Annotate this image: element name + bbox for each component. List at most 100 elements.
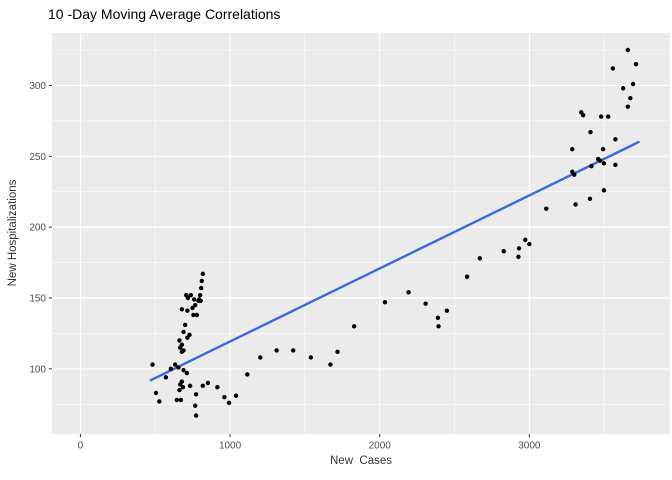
data-point (589, 163, 594, 169)
data-point (601, 188, 607, 193)
data-point (613, 162, 618, 167)
chart-title: 10 -Day Moving Average Correlations (48, 6, 281, 22)
data-point (222, 394, 227, 400)
data-point (620, 86, 626, 91)
data-point (258, 355, 263, 360)
data-point (601, 161, 607, 166)
y-tick-label: 100 (29, 364, 46, 375)
data-point (193, 403, 198, 408)
data-point (179, 307, 185, 312)
trend-line (149, 140, 640, 382)
data-point (516, 246, 522, 251)
data-point (190, 305, 195, 311)
data-point (200, 271, 206, 277)
x-tick-label: 0 (78, 441, 84, 452)
data-point (177, 338, 182, 343)
data-point (200, 383, 206, 389)
data-point (435, 315, 441, 321)
data-point (187, 383, 193, 389)
data-point (625, 104, 631, 109)
data-point (572, 172, 577, 177)
data-point (178, 382, 183, 387)
data-point (600, 146, 606, 152)
data-point (205, 380, 211, 386)
data-point (630, 81, 636, 87)
data-point (610, 66, 616, 71)
data-point (215, 385, 220, 390)
x-tick-label: 2000 (369, 441, 392, 452)
data-point (544, 206, 549, 211)
data-point (168, 366, 174, 372)
data-point (613, 137, 618, 142)
data-point (196, 298, 201, 304)
data-point (423, 301, 428, 306)
x-tick-label: 3000 (518, 441, 541, 452)
data-point (245, 372, 250, 377)
data-point (198, 285, 204, 291)
y-tick-label: 300 (29, 81, 46, 92)
data-point (581, 112, 586, 118)
data-point (606, 114, 611, 119)
data-point (587, 196, 593, 201)
data-point (351, 324, 357, 329)
data-point (191, 297, 197, 302)
data-point (588, 129, 593, 135)
data-point (233, 393, 239, 398)
data-point (182, 322, 188, 328)
data-point (406, 290, 411, 295)
data-point (163, 375, 169, 380)
data-point (181, 329, 186, 335)
data-point (172, 362, 178, 367)
x-tick-label: 1000 (219, 441, 242, 452)
data-point (598, 114, 604, 119)
data-point (444, 308, 450, 313)
data-point (308, 355, 314, 360)
data-point (184, 292, 189, 298)
data-point (150, 362, 155, 367)
data-point (523, 237, 528, 243)
data-point (501, 249, 506, 254)
data-point (197, 292, 203, 298)
data-point (191, 312, 196, 318)
data-point (174, 397, 179, 403)
data-point (226, 400, 232, 406)
y-tick-label: 200 (29, 223, 46, 234)
data-point (516, 254, 521, 260)
data-point (184, 370, 190, 376)
y-tick-label: 150 (29, 293, 46, 304)
data-point (177, 387, 182, 393)
data-point (179, 349, 185, 355)
data-point (335, 349, 340, 355)
data-point (570, 146, 575, 152)
data-point (193, 413, 199, 418)
data-point (153, 390, 159, 396)
data-point (633, 61, 639, 67)
plot-panel (52, 33, 670, 434)
data-point (193, 392, 199, 397)
data-point (573, 202, 578, 207)
data-point (382, 300, 388, 305)
data-point (477, 256, 483, 261)
data-point (625, 47, 631, 53)
data-point (274, 348, 279, 353)
data-point (181, 368, 186, 373)
data-point (185, 308, 190, 313)
data-point (194, 312, 200, 318)
data-point (199, 278, 204, 284)
data-point (628, 95, 633, 101)
data-point (157, 399, 162, 404)
data-point (291, 348, 296, 353)
data-point (188, 292, 194, 298)
data-point (527, 241, 532, 247)
data-point (597, 158, 603, 163)
x-axis-title: New Cases (330, 455, 392, 467)
data-point (180, 385, 186, 390)
data-point (193, 302, 198, 308)
data-point (436, 324, 441, 329)
data-point (328, 362, 333, 367)
data-point (176, 365, 181, 370)
y-tick-label: 250 (29, 152, 46, 163)
y-axis-title-text: New Hospitalizations (7, 179, 19, 287)
